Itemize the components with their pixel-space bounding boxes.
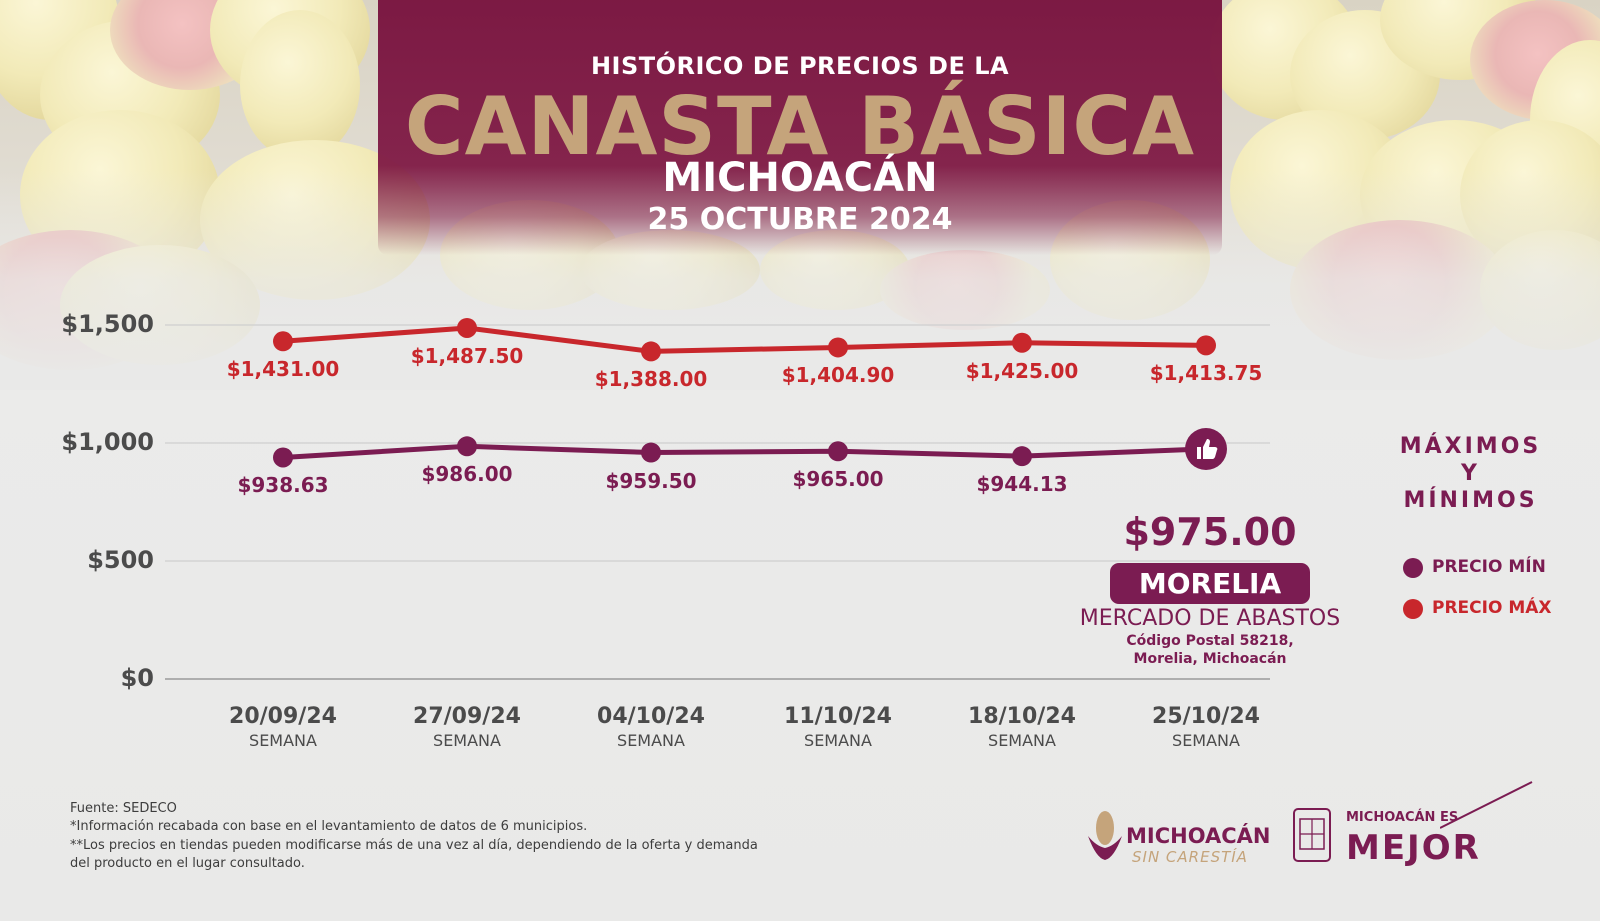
data-label-max: $1,431.00 — [226, 357, 340, 382]
data-point-min — [273, 447, 293, 468]
footer-source: Fuente: SEDECO — [70, 801, 177, 816]
footer-note-1: *Información recabada con base en el lev… — [70, 819, 588, 834]
y-tick-label: $1,000 — [61, 428, 154, 456]
data-label-min: $944.13 — [976, 472, 1068, 497]
title-main: CANASTA BÁSICA — [404, 80, 1196, 173]
logo2-line2: MEJOR — [1346, 828, 1481, 868]
title-line-1: HISTÓRICO DE PRECIOS DE LA — [590, 52, 1010, 80]
data-point-max — [828, 337, 848, 358]
data-point-max — [1012, 332, 1032, 353]
data-label-max: $1,487.50 — [410, 343, 524, 368]
footer-note-2: **Los precios en tiendas pueden modifica… — [70, 838, 758, 853]
x-tick-sublabel: SEMANA — [1172, 731, 1240, 750]
title-banner — [378, 0, 1222, 255]
data-label-max: $1,404.90 — [781, 363, 895, 388]
data-point-max — [641, 341, 661, 362]
data-label-min: $959.50 — [605, 468, 697, 493]
x-tick-sublabel: SEMANA — [617, 731, 685, 750]
data-label-min: $938.63 — [237, 473, 329, 498]
x-tick-sublabel: SEMANA — [249, 731, 317, 750]
x-tick-sublabel: SEMANA — [433, 731, 501, 750]
logo2-line1: MICHOACÁN ES — [1346, 810, 1459, 825]
postal-code: Código Postal 58218, — [1126, 633, 1294, 649]
y-tick-label: $0 — [120, 664, 154, 692]
legend-max-dot — [1403, 599, 1423, 619]
data-point-max — [273, 331, 293, 352]
footer-note-3: del producto en el lugar consultado. — [70, 856, 305, 871]
data-label-max: $1,388.00 — [594, 367, 708, 392]
logo1-line1: MICHOACÁN — [1126, 824, 1271, 848]
legend-title-3: MÍNIMOS — [1403, 488, 1538, 513]
city-badge: MORELIA — [1110, 563, 1310, 604]
y-tick-label: $1,500 — [61, 310, 154, 338]
market-name: MERCADO DE ABASTOS — [1079, 606, 1341, 631]
x-tick-label: 25/10/24 — [1152, 704, 1260, 729]
highlight-value: $975.00 — [1123, 510, 1297, 554]
x-tick-label: 20/09/24 — [229, 704, 337, 729]
legend-max-label: PRECIO MÁX — [1432, 598, 1552, 618]
title-date: 25 OCTUBRE 2024 — [647, 202, 953, 237]
legend-title-1: MÁXIMOS — [1399, 434, 1542, 459]
data-point-max — [1196, 335, 1216, 356]
guava-fruit — [240, 10, 360, 160]
title-region: MICHOACÁN — [662, 155, 938, 201]
legend-min-dot — [1403, 558, 1423, 578]
x-tick-label: 18/10/24 — [968, 704, 1076, 729]
series-line-min — [282, 443, 1207, 460]
data-label-min: $986.00 — [421, 462, 513, 487]
data-point-min — [641, 442, 661, 463]
x-tick-label: 27/09/24 — [413, 704, 521, 729]
x-tick-sublabel: SEMANA — [988, 731, 1056, 750]
data-label-max: $1,425.00 — [965, 358, 1079, 383]
x-tick-label: 11/10/24 — [784, 704, 892, 729]
x-tick-sublabel: SEMANA — [804, 731, 872, 750]
legend-min-label: PRECIO MÍN — [1432, 557, 1546, 577]
data-point-max — [457, 317, 477, 338]
data-point-min — [828, 441, 848, 462]
data-label-max: $1,413.75 — [1149, 361, 1263, 386]
data-label-min: $965.00 — [792, 467, 884, 492]
logo1-line2: SIN CARESTÍA — [1132, 848, 1248, 866]
legend-title-2: Y — [1461, 461, 1480, 486]
series-line-max — [282, 325, 1207, 354]
x-tick-label: 04/10/24 — [597, 704, 705, 729]
market-location: Morelia, Michoacán — [1133, 651, 1287, 667]
thumbs-up-icon — [1185, 427, 1227, 470]
data-point-min — [1012, 446, 1032, 467]
data-point-min — [457, 436, 477, 457]
y-tick-label: $500 — [87, 546, 154, 574]
